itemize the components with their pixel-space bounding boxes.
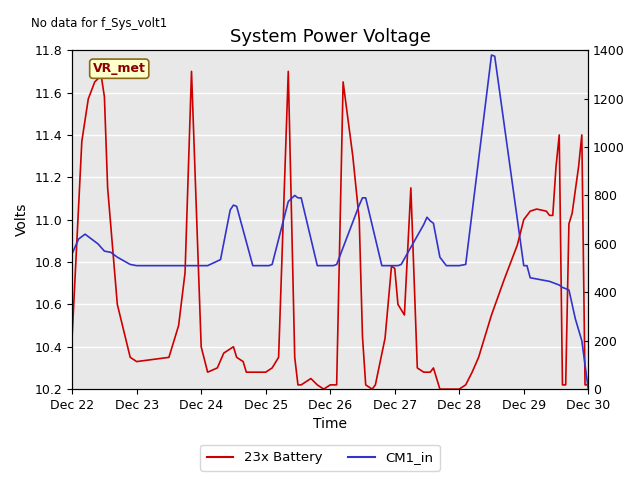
CM1_in	[249, 263, 257, 268]
23x Battery	[294, 382, 302, 388]
CM1_in	[330, 263, 337, 268]
Title: System Power Voltage: System Power Voltage	[230, 28, 431, 46]
CM1_in	[578, 338, 586, 344]
Text: No data for f_Sys_volt1: No data for f_Sys_volt1	[31, 17, 167, 30]
CM1_in	[355, 202, 363, 208]
CM1_in	[584, 386, 592, 392]
Line: CM1_in: CM1_in	[72, 55, 588, 389]
23x Battery	[113, 301, 121, 307]
CM1_in	[442, 263, 450, 268]
23x Battery	[320, 386, 328, 392]
CM1_in	[488, 52, 495, 58]
23x Battery	[426, 369, 434, 375]
CM1_in	[230, 202, 237, 208]
23x Battery	[584, 382, 592, 388]
23x Battery	[188, 69, 195, 74]
23x Battery	[436, 386, 444, 392]
23x Battery	[68, 333, 76, 339]
23x Battery	[381, 336, 389, 341]
23x Battery	[533, 206, 541, 212]
Legend: 23x Battery, CM1_in: 23x Battery, CM1_in	[200, 445, 440, 471]
Line: 23x Battery: 23x Battery	[72, 72, 588, 389]
CM1_in	[68, 251, 76, 256]
Text: VR_met: VR_met	[93, 62, 146, 75]
X-axis label: Time: Time	[313, 418, 348, 432]
Y-axis label: Volts: Volts	[15, 203, 29, 236]
